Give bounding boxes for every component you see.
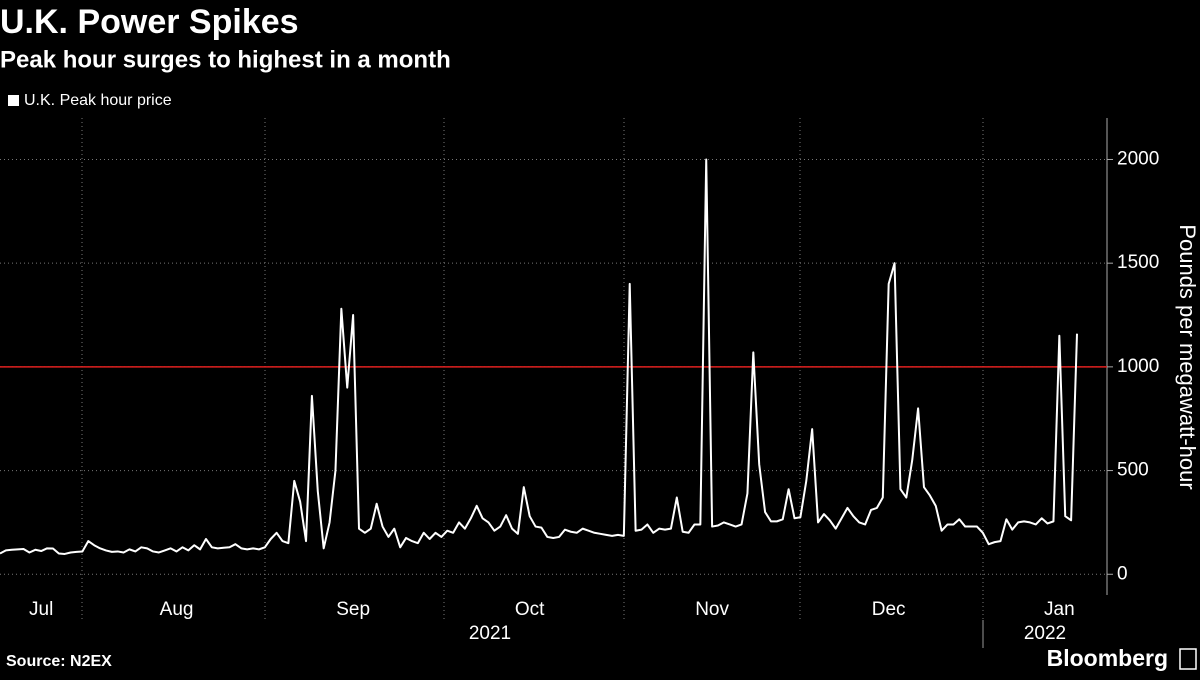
year-label: 2022 xyxy=(1024,623,1066,644)
brand-icon xyxy=(1179,648,1197,670)
y-tick-label: 1500 xyxy=(1117,252,1159,273)
y-tick-label: 0 xyxy=(1117,563,1128,584)
x-tick-label: Aug xyxy=(160,599,194,620)
legend-label: U.K. Peak hour price xyxy=(24,92,172,109)
x-tick-label: Dec xyxy=(872,599,906,620)
year-label: 2021 xyxy=(469,623,511,644)
x-tick-label: Oct xyxy=(515,599,545,620)
y-axis-title: Pounds per megawatt-hour xyxy=(1175,224,1200,489)
chart-subtitle: Peak hour surges to highest in a month xyxy=(0,46,451,73)
x-tick-label: Nov xyxy=(695,599,729,620)
legend-swatch xyxy=(8,95,19,106)
brand: Bloomberg xyxy=(1047,645,1168,671)
x-tick-label: Sep xyxy=(336,599,370,620)
source: Source: N2EX xyxy=(6,653,112,670)
y-tick-label: 2000 xyxy=(1117,148,1159,169)
x-tick-label: Jul xyxy=(29,599,53,620)
chart-title: U.K. Power Spikes xyxy=(0,3,299,41)
y-tick-label: 500 xyxy=(1117,460,1149,481)
y-tick-label: 1000 xyxy=(1117,356,1159,377)
x-tick-label: Jan xyxy=(1044,599,1075,620)
price-line xyxy=(0,158,1078,555)
